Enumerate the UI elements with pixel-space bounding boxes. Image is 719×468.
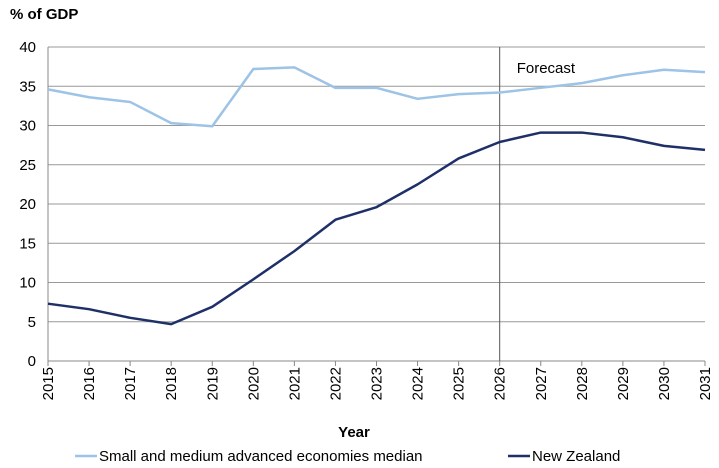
x-tick-label: 2021 [286,367,303,400]
x-tick-label: 2028 [574,367,591,400]
y-tick-label: 5 [28,314,36,331]
x-tick-label: 2026 [492,367,509,400]
x-tick-label: 2018 [163,367,180,400]
y-tick-label: 0 [28,353,36,370]
x-tick-label: 2016 [81,367,98,400]
x-tick-label: 2025 [451,367,468,400]
series-line [47,131,706,326]
x-tick-label: 2020 [245,367,262,400]
legend-label: New Zealand [532,448,620,465]
forecast-label: Forecast [517,60,576,77]
legend-label: Small and medium advanced economies medi… [99,448,423,465]
x-tick-label: 2031 [697,367,714,400]
x-tick-label: 2027 [533,367,550,400]
y-tick-label: 40 [19,39,36,56]
y-tick-label: 15 [19,235,36,252]
y-tick-label: 25 [19,157,36,174]
y-axis-label: % of GDP [10,6,78,23]
x-tick-label: 2023 [369,367,386,400]
x-tick-label: 2019 [204,367,221,400]
x-tick-label: 2015 [40,367,57,400]
x-tick-label: 2030 [656,367,673,400]
y-tick-label: 20 [19,196,36,213]
series-line [47,66,706,128]
x-tick-label: 2029 [615,367,632,400]
x-axis-label: Year [338,424,370,441]
x-tick-label: 2022 [327,367,344,400]
y-tick-label: 30 [19,118,36,135]
y-tick-label: 10 [19,275,36,292]
x-tick-label: 2017 [122,367,139,400]
y-tick-label: 35 [19,78,36,95]
x-tick-label: 2024 [410,367,427,400]
